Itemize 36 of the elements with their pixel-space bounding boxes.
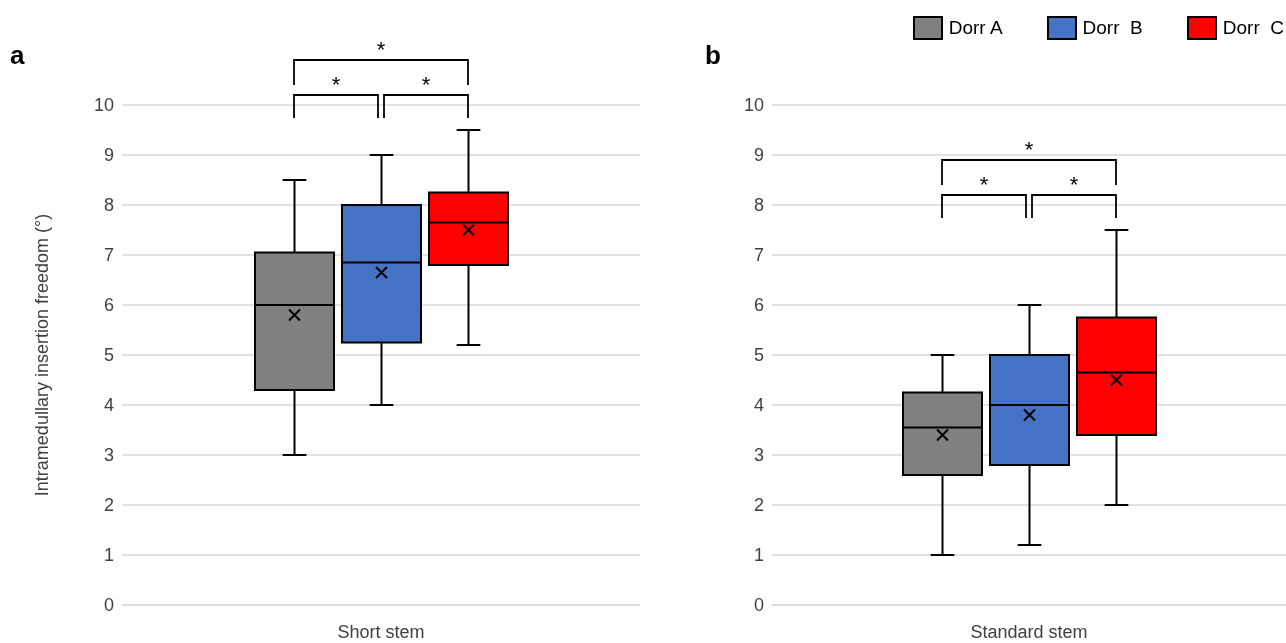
y-axis-title: Intramedullary insertion freedom (°) bbox=[32, 213, 53, 497]
text: * bbox=[376, 37, 386, 62]
y-tick-label: 6 bbox=[753, 295, 764, 316]
text: * bbox=[421, 72, 431, 97]
annotation: * bbox=[1069, 172, 1079, 197]
x-tick-label: Short stem bbox=[337, 621, 425, 642]
y-tick-label: 3 bbox=[753, 445, 764, 466]
y-tick-label: 0 bbox=[103, 595, 114, 616]
y-tick-label: 6 bbox=[103, 295, 114, 316]
y-tick-label: 9 bbox=[753, 145, 764, 166]
annotation: * bbox=[1024, 137, 1034, 162]
y-tick-label: 1 bbox=[753, 545, 764, 566]
y-tick-label: 10 bbox=[743, 95, 764, 116]
y-tick-label: 9 bbox=[103, 145, 114, 166]
y-tick-label: 5 bbox=[753, 345, 764, 366]
legend-label: Dorr A bbox=[948, 17, 1003, 39]
y-tick-label: 8 bbox=[103, 195, 114, 216]
y-tick-label: 7 bbox=[103, 245, 114, 266]
y-tick-label: 0 bbox=[753, 595, 764, 616]
y-tick-label: 4 bbox=[103, 395, 114, 416]
y-tick-label: 8 bbox=[753, 195, 764, 216]
chart-title: b bbox=[705, 40, 721, 71]
y-tick-label: 5 bbox=[103, 345, 114, 366]
legend-label: Dorr C bbox=[1222, 17, 1284, 39]
y-tick-label: 10 bbox=[93, 95, 114, 116]
chart-title: a bbox=[10, 40, 25, 71]
y-tick-label: 2 bbox=[103, 495, 114, 516]
legend-label: Dorr B bbox=[1082, 17, 1143, 39]
y-tick-label: 1 bbox=[103, 545, 114, 566]
annotation: * bbox=[979, 172, 989, 197]
y-tick-label: 3 bbox=[103, 445, 114, 466]
x-tick-label: Standard stem bbox=[970, 621, 1088, 642]
y-tick-label: 2 bbox=[753, 495, 764, 516]
y-tick-label: 7 bbox=[753, 245, 764, 266]
y-tick-label: 4 bbox=[753, 395, 764, 416]
text: * bbox=[331, 72, 341, 97]
